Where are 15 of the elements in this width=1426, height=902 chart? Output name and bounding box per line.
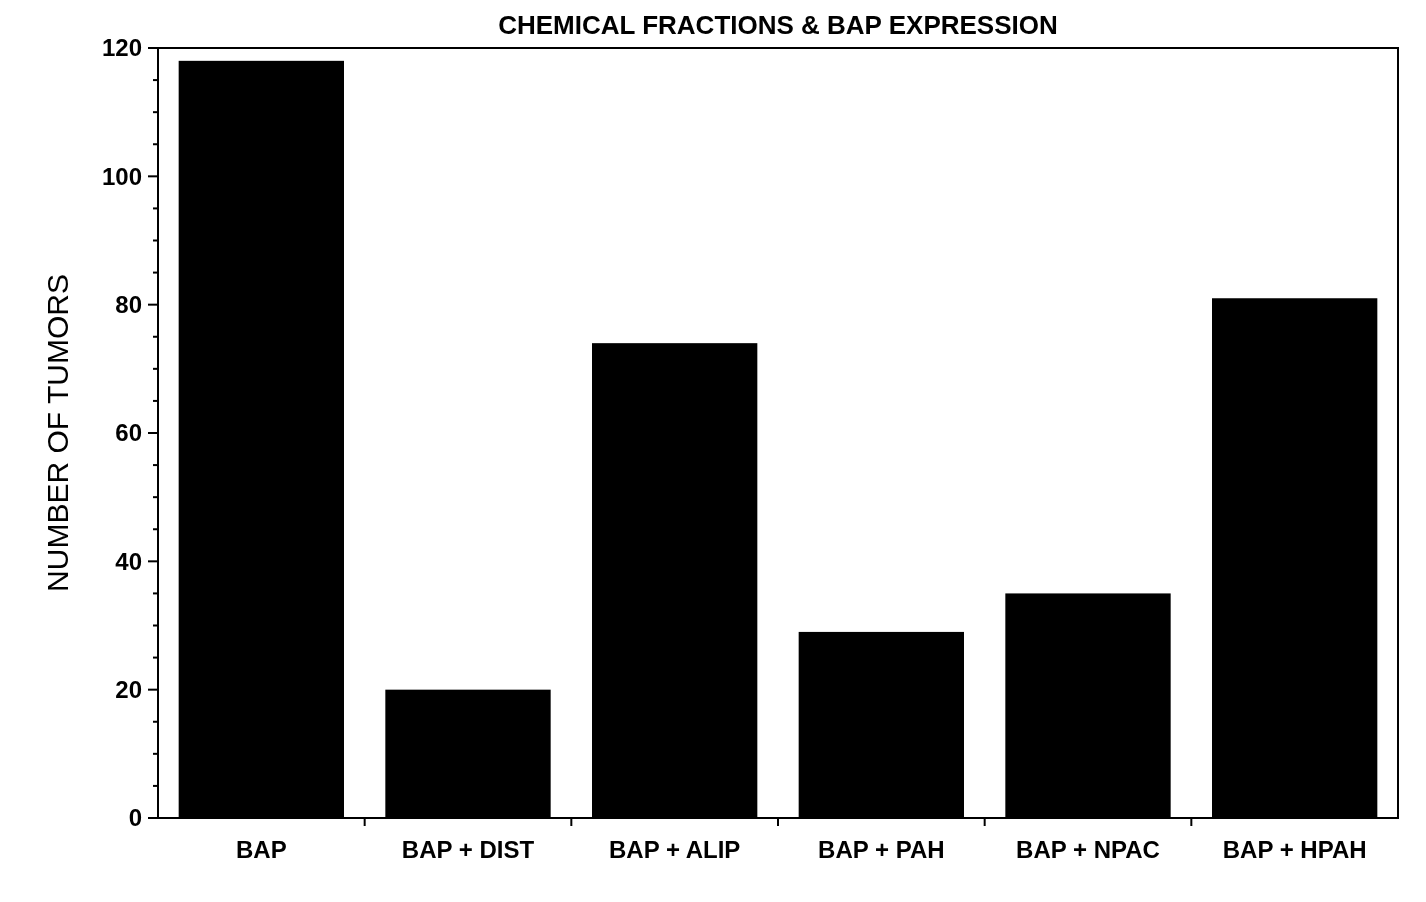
x-tick-label: BAP + HPAH xyxy=(1222,836,1367,863)
x-tick-label: BAP + DIST xyxy=(401,836,535,863)
y-tick-label: 40 xyxy=(115,547,142,575)
y-tick-label: 80 xyxy=(115,291,142,319)
y-tick-label: 60 xyxy=(115,419,142,447)
y-tick-label: 100 xyxy=(101,162,142,190)
x-tick-label: BAP + PAH xyxy=(818,836,945,863)
x-tick-label: BAP + NPAC xyxy=(1016,836,1160,863)
x-tick-label: BAP xyxy=(236,836,287,863)
y-tick-label: 0 xyxy=(128,804,142,832)
y-tick-label: 120 xyxy=(101,34,142,62)
y-axis-title: NUMBER OF TUMORS xyxy=(41,274,74,592)
x-tick-label: BAP + ALIP xyxy=(608,836,741,863)
chart-title: CHEMICAL FRACTIONS & BAP EXPRESSION xyxy=(498,10,1058,40)
y-tick-label: 20 xyxy=(115,676,142,704)
